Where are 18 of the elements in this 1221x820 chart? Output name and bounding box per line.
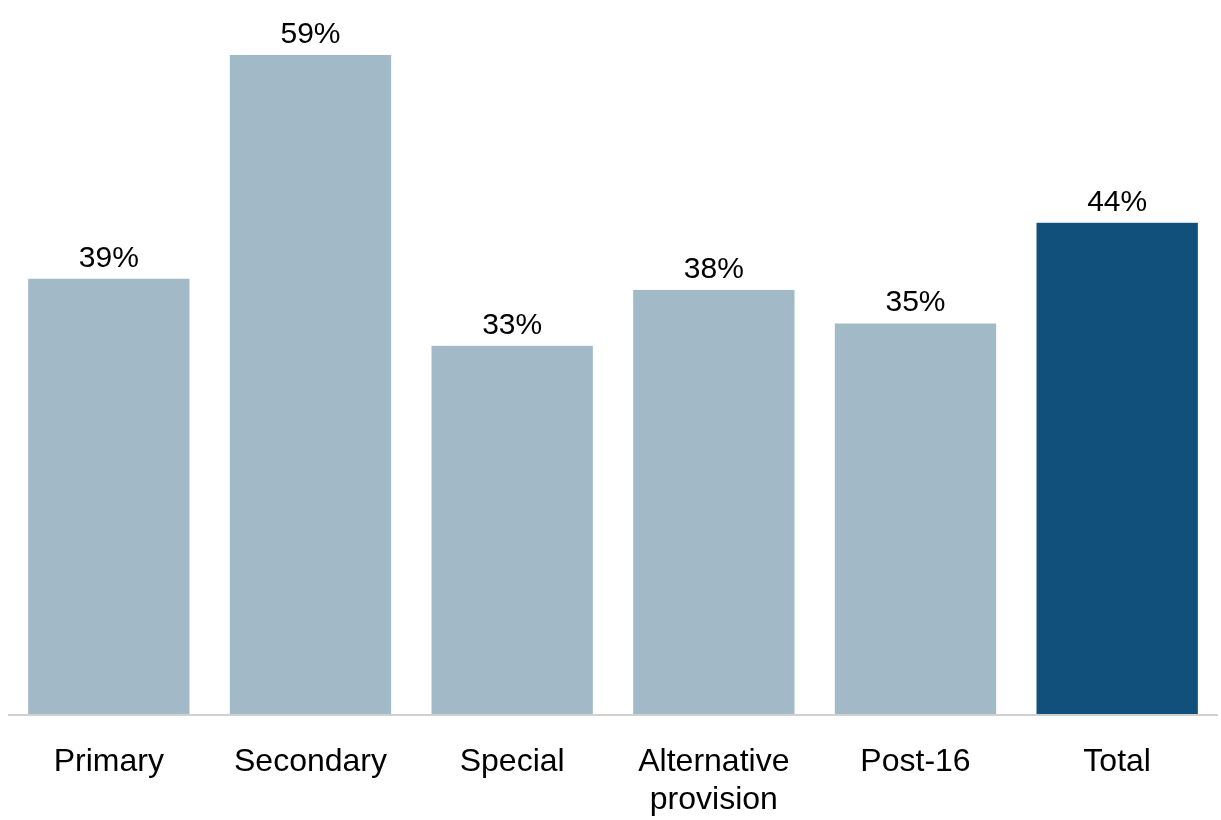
bar bbox=[834, 323, 997, 715]
data-label: 39% bbox=[78, 239, 139, 273]
data-label: 35% bbox=[885, 284, 946, 318]
bar bbox=[431, 345, 593, 715]
bar bbox=[633, 289, 795, 715]
x-tick-label: Post-16 bbox=[860, 742, 971, 778]
data-label: 38% bbox=[683, 250, 744, 284]
x-tick-label: Alternative provision bbox=[638, 742, 790, 816]
bar bbox=[1036, 222, 1198, 715]
data-label: 59% bbox=[280, 16, 341, 49]
data-label: 44% bbox=[1087, 183, 1148, 217]
bar bbox=[28, 278, 190, 715]
x-tick-label: Special bbox=[459, 742, 565, 778]
x-tick-label: Total bbox=[1083, 742, 1151, 778]
bar bbox=[229, 55, 392, 715]
data-label: 33% bbox=[482, 306, 543, 340]
x-tick-label: Primary bbox=[53, 742, 164, 778]
x-tick-label: Secondary bbox=[234, 742, 387, 778]
